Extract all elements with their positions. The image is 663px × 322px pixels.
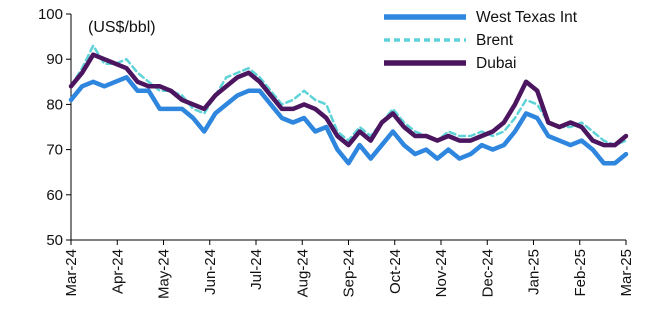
x-tick-label: Jul-24	[248, 249, 265, 290]
legend-label: Dubai	[476, 55, 517, 72]
y-tick-label: 60	[46, 187, 63, 204]
y-axis-ticks: 50 60 70 80 90 100	[38, 6, 71, 249]
x-tick-label: Jun-24	[202, 249, 219, 295]
x-tick-label: Oct-24	[387, 249, 404, 294]
y-tick-label: 100	[38, 6, 63, 23]
x-tick-label: Mar-25	[618, 249, 635, 297]
unit-label: (US$/bbl)	[88, 19, 156, 36]
x-tick-label: Aug-24	[294, 249, 311, 297]
series-line-brent	[69, 44, 628, 147]
x-tick-label: May-24	[156, 249, 173, 299]
x-tick-label: Jan-25	[526, 249, 543, 295]
legend-label: West Texas Int	[476, 9, 578, 26]
x-tick-label: Nov-24	[433, 249, 450, 297]
x-tick-label: Dec-24	[479, 249, 496, 297]
x-tick-label: Mar-24	[63, 249, 80, 297]
x-axis-ticks: Mar-24 Apr-24 May-24 Jun-24 Jul-24 Aug-24 Sep-…	[63, 240, 635, 299]
y-tick-label: 70	[46, 142, 63, 159]
legend: West Texas Int Brent Dubai	[384, 9, 578, 72]
series-line-west-texas-int	[68, 75, 629, 166]
y-tick-label: 50	[46, 232, 63, 249]
series-line-dubai	[68, 52, 629, 148]
x-tick-label: Apr-24	[109, 249, 126, 294]
y-tick-label: 80	[46, 96, 63, 113]
x-tick-label: Feb-25	[572, 249, 589, 297]
legend-label: Brent	[476, 32, 514, 49]
y-tick-label: 90	[46, 51, 63, 68]
series-lines	[68, 44, 629, 166]
x-tick-label: Sep-24	[341, 249, 358, 297]
